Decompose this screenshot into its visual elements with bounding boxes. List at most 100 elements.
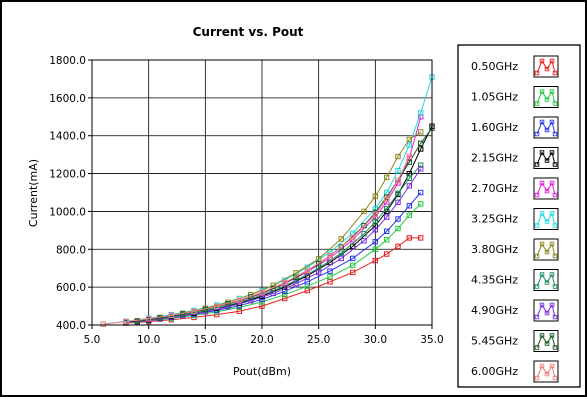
data-point [395,225,401,232]
series-3.80GHz [134,129,424,324]
data-point [406,235,413,241]
data-point [100,321,106,327]
data-point [327,274,333,280]
series-line [125,237,421,324]
data-point [304,279,311,285]
legend-swatch-marker [549,211,555,216]
data-point [384,237,390,243]
legend-swatch-line [536,242,556,257]
data-point [146,316,152,322]
legend-swatch-marker [544,219,550,224]
legend-swatch-marker [539,89,545,94]
data-point [395,199,401,206]
legend-swatch-marker [552,101,558,106]
data-point [123,318,129,325]
legend-swatch-marker [549,89,555,94]
data-point [418,201,424,207]
legend-swatch-marker [534,253,540,259]
legend-label: 2.70GHz [471,182,518,195]
legend-entry: 4.35GHz [471,269,559,291]
legend-swatch-line [536,212,556,226]
legend-swatch-marker [534,375,540,381]
legend-swatch-marker [552,192,558,198]
data-point [406,153,413,160]
legend-swatch-marker [549,58,555,64]
data-point [372,239,379,245]
plot-grid [91,59,433,326]
legend-entry: 2.15GHz [471,147,559,169]
y-tick-label: 800.0 [56,244,86,256]
data-point [384,251,390,257]
legend-swatch-marker [549,363,555,369]
data-point [406,203,413,209]
data-point [372,211,379,218]
legend-swatch-marker [539,302,545,308]
y-axis-label: Current(mA) [27,159,40,227]
y-tick-label: 1800.0 [49,55,86,67]
data-point [384,228,390,235]
data-point [372,219,379,225]
data-point [361,222,367,229]
legend-swatch-marker [544,249,550,255]
data-point [361,238,367,244]
x-tick-label: 20.0 [250,334,273,346]
legend-label: 6.00GHz [471,365,518,378]
legend-swatch-marker [549,302,555,308]
data-point [418,235,424,241]
legend-swatch-marker [552,70,558,76]
data-point [384,205,390,212]
legend-swatch-marker [549,150,555,155]
data-point [157,315,163,321]
data-point [248,298,254,304]
data-point [418,146,424,152]
legend-swatch-marker [552,223,558,228]
legend-swatch-marker [539,119,545,125]
data-point [304,267,311,274]
data-point [418,110,424,116]
legend-label: 1.60GHz [471,121,518,134]
data-point [282,279,288,286]
y-tick-label: 1400.0 [49,131,86,143]
data-point [327,253,333,259]
data-point [372,257,379,264]
legend-swatch-marker [549,119,555,125]
data-point [406,142,413,148]
legend-swatch-marker [544,280,550,285]
data-point [214,303,220,310]
data-point [372,193,379,200]
data-point [395,177,401,183]
data-point [395,190,401,197]
x-tick-label: 10.0 [137,334,160,346]
legend-label: 0.50GHz [471,60,518,73]
legend-swatch-marker [549,180,555,186]
legend-swatch-line [536,59,556,74]
data-point [236,308,243,314]
legend-label: 3.80GHz [471,243,518,256]
legend-entry: 2.70GHz [471,177,559,200]
data-point [418,129,424,135]
legend-swatch-marker [539,272,545,277]
data-point [327,279,333,285]
data-point [259,289,265,296]
legend-swatch-marker [552,253,558,259]
legend-swatch-line [536,303,556,318]
series-2.15GHz [123,123,435,325]
data-point [372,227,379,233]
data-point [418,140,424,147]
series-4.35GHz [134,162,424,325]
data-point [282,295,288,302]
data-point [327,249,333,255]
data-point [225,304,231,310]
legend-label: 1.05GHz [471,91,518,104]
series-line [125,126,433,323]
data-point [418,162,424,168]
data-point [168,312,175,319]
data-point [270,290,277,297]
x-tick-label: 25.0 [307,334,330,346]
legend-swatch-marker [552,314,558,320]
legend-swatch-marker [544,158,550,163]
data-point [350,234,356,241]
legend-swatch-line [536,273,556,287]
legend-swatch-marker [552,131,558,137]
